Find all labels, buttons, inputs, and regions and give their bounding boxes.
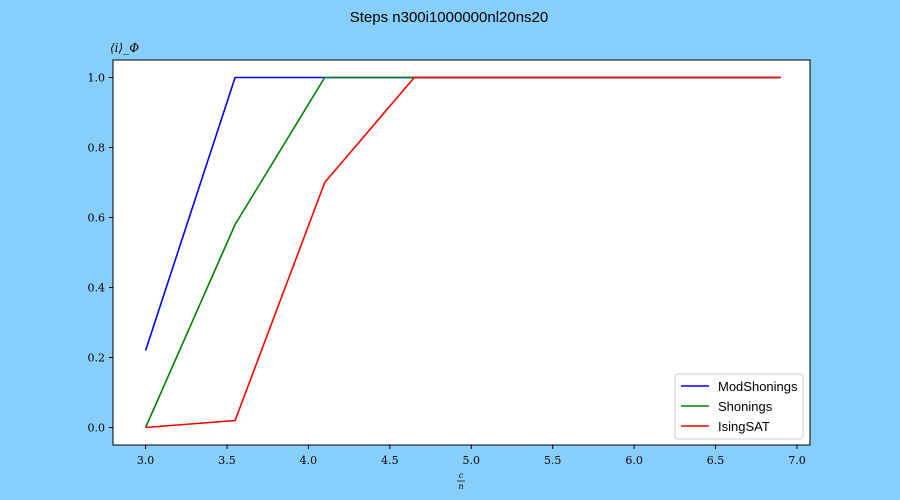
y-axis-label: ⟨i⟩_Φ	[110, 41, 139, 55]
legend-box	[674, 373, 804, 440]
legend: ModShonings Shonings IsingSAT	[674, 373, 804, 440]
legend-label-isingsat: IsingSAT	[718, 419, 770, 434]
x-tick-label: 3.0	[137, 454, 155, 467]
tick-layer: 3.0 3.5 4.0 4.5 5.0 5.5 6.0 6.5 7.0 0.0 0.2 0.4 0.6 0…	[88, 72, 806, 468]
x-axis-label-denominator: n	[458, 482, 463, 491]
legend-label-modshonings: ModShonings	[718, 379, 798, 394]
x-tick-label: 6.0	[625, 454, 643, 467]
x-tick-label: 6.5	[707, 454, 725, 467]
plot-frame	[112, 59, 811, 446]
x-tick-label: 7.0	[788, 454, 806, 467]
y-tick-label: 0.4	[88, 282, 106, 295]
x-tick-label: 5.5	[544, 454, 562, 467]
y-tick-label: 0.8	[88, 142, 106, 155]
y-tick-label: 0.6	[88, 212, 106, 225]
x-tick-label: 4.0	[300, 454, 318, 467]
x-tick-label: 3.5	[218, 454, 236, 467]
chart-title: Steps n300i1000000nl20ns20	[350, 9, 549, 26]
y-tick-label: 0.2	[88, 352, 106, 365]
x-tick-label: 4.5	[381, 454, 399, 467]
x-axis-label: c n	[457, 471, 465, 491]
y-tick-label: 0.0	[88, 422, 106, 435]
legend-label-shonings: Shonings	[718, 399, 773, 414]
x-axis-label-numerator: c	[459, 471, 464, 480]
y-tick-label: 1.0	[88, 72, 106, 85]
series-layer	[144, 76, 781, 429]
x-tick-label: 5.0	[463, 454, 481, 467]
series-line-isingsat	[145, 76, 781, 429]
